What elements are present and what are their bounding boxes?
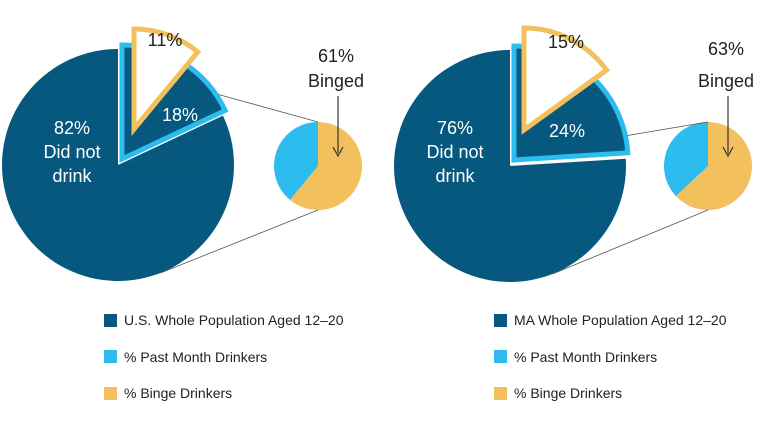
pie-body-label-line: Did not <box>43 142 100 162</box>
leader-line-top <box>627 121 709 136</box>
binge-share-percent-label: 15% <box>548 32 584 52</box>
breakdown-slice-not-binged <box>663 122 708 197</box>
legend-label: % Past Month Drinkers <box>124 348 268 365</box>
pie-slice-binge-exploded <box>521 25 611 135</box>
legend-label: % Past Month Drinkers <box>514 348 658 365</box>
legend-item-past-month: % Past Month Drinkers <box>494 347 727 367</box>
drinkers-percent-label: 18% <box>162 105 198 125</box>
leader-line-bottom <box>552 209 709 275</box>
pie-body-percent-label: 82% <box>54 118 90 138</box>
legend-swatch-dark <box>494 313 507 327</box>
binged-arrow-head <box>722 146 734 158</box>
legend-swatch-gold <box>494 386 507 400</box>
pie-body-label-line: drink <box>52 166 92 186</box>
legend-swatch-light <box>104 350 117 363</box>
breakdown-percent-label: 61% <box>318 46 354 66</box>
legend-item-population: U.S. Whole Population Aged 12–20 <box>104 310 344 330</box>
ma-legend: MA Whole Population Aged 12–20 % Past Mo… <box>494 310 727 420</box>
leader-line-top <box>218 94 319 123</box>
legend-swatch-gold <box>104 386 117 400</box>
us-chart: 61% Binged 82% Did not drink 18% 11% <box>1 26 364 281</box>
leader-line-bottom <box>160 209 319 274</box>
legend-item-binge: % Binge Drinkers <box>494 383 727 403</box>
legend-item-binge: % Binge Drinkers <box>104 383 344 403</box>
ma-chart: 63% Binged 76% Did not drink 24% 15% <box>394 25 754 282</box>
legend-swatch-light <box>494 350 507 363</box>
pie-body-label-line: Did not <box>426 142 483 162</box>
legend-swatch-dark <box>104 313 117 327</box>
breakdown-slice-binged <box>675 122 752 210</box>
breakdown-caption-label: Binged <box>698 71 754 91</box>
pie-slice-binge-exploded <box>131 26 202 136</box>
pie-divider-line <box>117 164 234 179</box>
pie-slice-did-not-drink <box>1 49 234 281</box>
legend-label: U.S. Whole Population Aged 12–20 <box>124 312 344 328</box>
pie-body-percent-label: 76% <box>437 118 473 138</box>
breakdown-caption-label: Binged <box>308 71 364 91</box>
breakdown-slice-binged <box>289 122 363 210</box>
legend-item-population: MA Whole Population Aged 12–20 <box>494 310 727 330</box>
legend-item-past-month: % Past Month Drinkers <box>104 347 344 367</box>
legend-label: % Binge Drinkers <box>514 385 623 401</box>
breakdown-slice-not-binged <box>274 122 318 200</box>
binged-arrow-head <box>332 146 344 158</box>
drinkers-percent-label: 24% <box>549 121 585 141</box>
binge-share-percent-label: 11% <box>148 30 183 50</box>
breakdown-percent-label: 63% <box>708 39 744 59</box>
pie-body-label-line: drink <box>435 166 475 186</box>
legend-label: % Binge Drinkers <box>124 385 233 401</box>
legend-label: MA Whole Population Aged 12–20 <box>514 312 727 328</box>
pie-divider-line <box>509 165 613 221</box>
us-legend: U.S. Whole Population Aged 12–20 % Past … <box>104 310 344 420</box>
